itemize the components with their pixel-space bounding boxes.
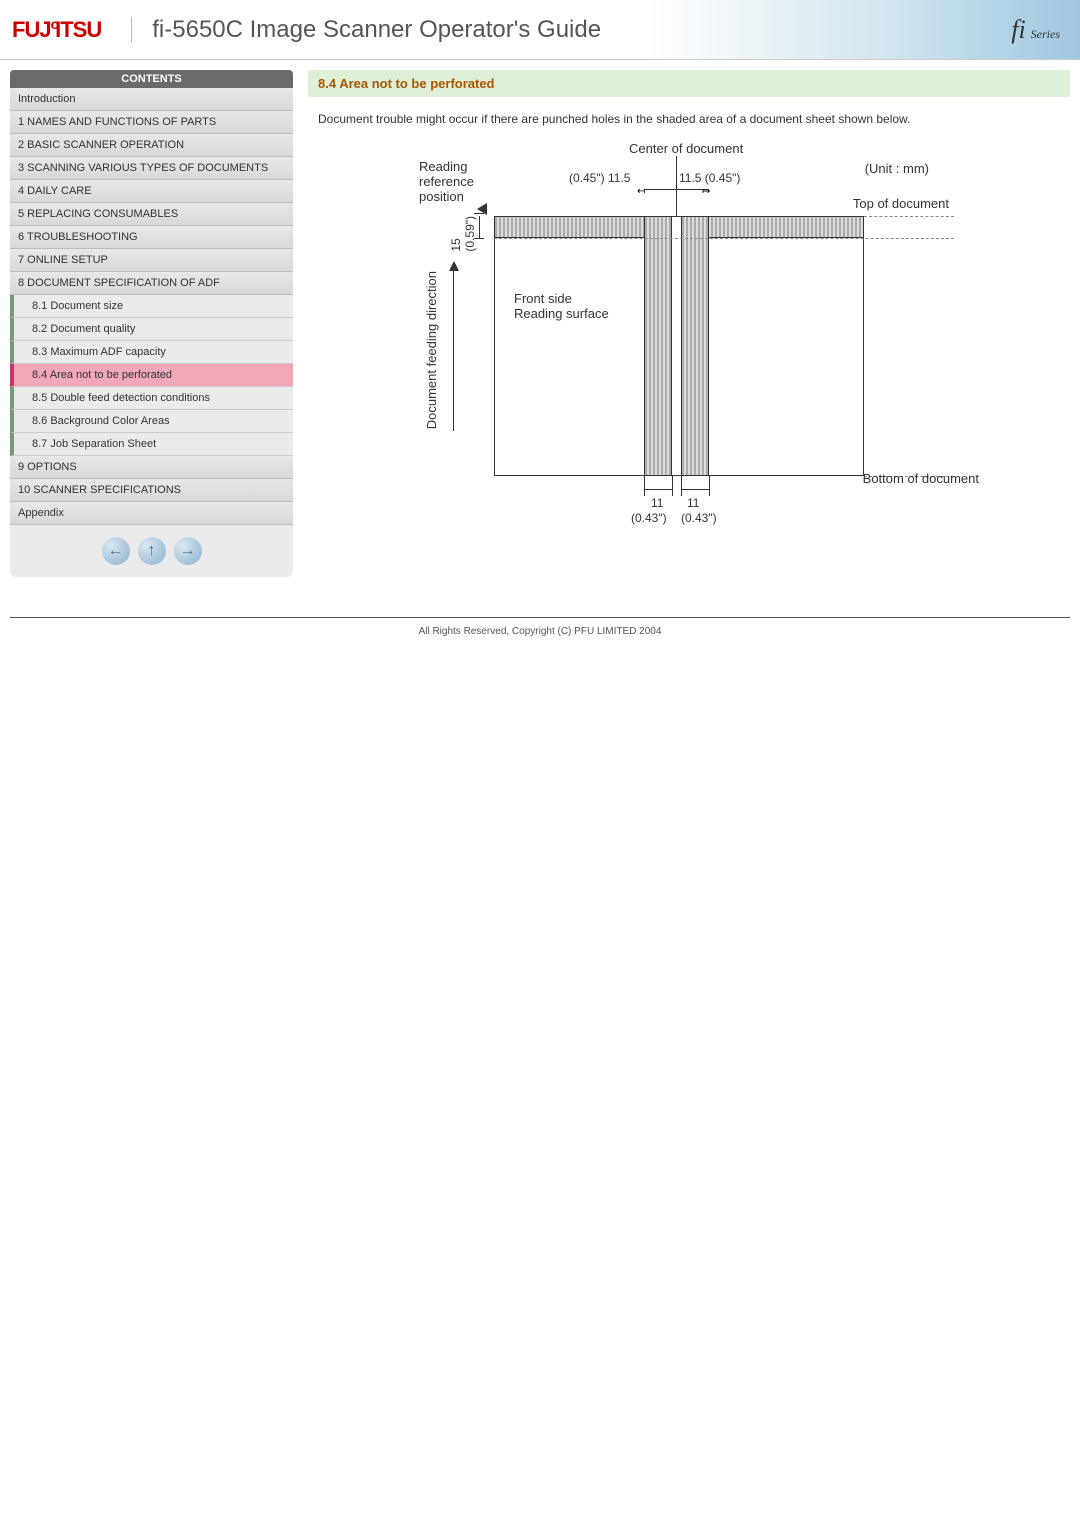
bot-bar-l <box>644 489 672 490</box>
section-description: Document trouble might occur if there ar… <box>318 112 1060 126</box>
nav-document-spec[interactable]: 8 DOCUMENT SPECIFICATION OF ADF <box>10 272 293 295</box>
content-container: CONTENTS Introduction 1 NAMES AND FUNCTI… <box>0 60 1080 587</box>
bottom-inch-r: (0.43") <box>681 511 717 525</box>
left-dim: 15(0.59") <box>449 216 477 252</box>
nav-options[interactable]: 9 OPTIONS <box>10 456 293 479</box>
prev-button[interactable]: ← <box>102 537 130 565</box>
up-button[interactable]: ↑ <box>138 537 166 565</box>
bot-tick-1 <box>644 476 645 496</box>
unit-label: (Unit : mm) <box>865 161 929 176</box>
nav-bg-color[interactable]: 8.6 Background Color Areas <box>10 410 293 433</box>
contents-header: CONTENTS <box>10 70 293 88</box>
page-header: FUJoITSU fi-5650C Image Scanner Operator… <box>0 0 1080 60</box>
reading-ref-label: Readingreferenceposition <box>419 159 474 204</box>
nav-button-row: ← ↑ → <box>10 525 293 577</box>
nav-scanning-types[interactable]: 3 SCANNING VARIOUS TYPES OF DOCUMENTS <box>10 157 293 180</box>
top-dash-line <box>864 216 954 217</box>
sidebar: CONTENTS Introduction 1 NAMES AND FUNCTI… <box>10 70 293 577</box>
feed-direction-label: Document feeding direction <box>424 271 439 429</box>
top-dim-bar <box>644 189 709 190</box>
center-line <box>676 156 677 216</box>
nav-daily-care[interactable]: 4 DAILY CARE <box>10 180 293 203</box>
footer-copyright: All Rights Reserved, Copyright (C) PFU L… <box>10 617 1070 637</box>
nav-basic-operation[interactable]: 2 BASIC SCANNER OPERATION <box>10 134 293 157</box>
nav-online-setup[interactable]: 7 ONLINE SETUP <box>10 249 293 272</box>
left-dim-bar <box>479 216 480 238</box>
top-dim-arrow-l: ↤ <box>637 186 645 197</box>
bottom-inch-l: (0.43") <box>631 511 667 525</box>
nav-job-separation[interactable]: 8.7 Job Separation Sheet <box>10 433 293 456</box>
nav-appendix[interactable]: Appendix <box>10 502 293 525</box>
perforation-diagram: Center of document Readingreferenceposit… <box>419 141 959 541</box>
top-dim-left: (0.45") 11.5 <box>569 171 630 185</box>
bot-bar-r <box>681 489 709 490</box>
nav-troubleshooting[interactable]: 6 TROUBLESHOOTING <box>10 226 293 249</box>
nav-doc-quality[interactable]: 8.2 Document quality <box>10 318 293 341</box>
next-button[interactable]: → <box>174 537 202 565</box>
center-shaded-left <box>644 216 672 476</box>
top-doc-label: Top of document <box>853 196 949 211</box>
feed-arrow-line <box>453 271 454 431</box>
bottom-dim-l: 11 <box>651 496 663 510</box>
top-dim-right: 11.5 (0.45") <box>679 171 740 185</box>
section-title: 8.4 Area not to be perforated <box>308 70 1070 97</box>
bottom-doc-label: Bottom of document <box>863 471 979 486</box>
page-title: fi-5650C Image Scanner Operator's Guide <box>152 16 601 44</box>
nav-replacing-consumables[interactable]: 5 REPLACING CONSUMABLES <box>10 203 293 226</box>
top-dim-arrow-r: ↦ <box>702 186 710 197</box>
fujitsu-logo: FUJoITSU <box>12 17 132 43</box>
left-dim-tick-bot <box>474 238 484 239</box>
bottom-dim-r: 11 <box>687 496 699 510</box>
nav-area-not-perforated[interactable]: 8.4 Area not to be perforated <box>10 364 293 387</box>
left-dim-tick-top <box>474 213 484 214</box>
nav-scanner-specs[interactable]: 10 SCANNER SPECIFICATIONS <box>10 479 293 502</box>
main-content: 8.4 Area not to be perforated Document t… <box>308 70 1070 577</box>
fi-series-badge: fi Series <box>1011 15 1060 45</box>
nav-names-functions[interactable]: 1 NAMES AND FUNCTIONS OF PARTS <box>10 111 293 134</box>
nav-doc-size[interactable]: 8.1 Document size <box>10 295 293 318</box>
feed-arrow-icon <box>449 261 459 271</box>
bot-tick-2 <box>672 476 673 496</box>
nav-introduction[interactable]: Introduction <box>10 88 293 111</box>
nav-double-feed[interactable]: 8.5 Double feed detection conditions <box>10 387 293 410</box>
top-shade-dash-line <box>494 238 954 239</box>
nav-max-adf[interactable]: 8.3 Maximum ADF capacity <box>10 341 293 364</box>
center-label: Center of document <box>629 141 743 156</box>
bot-tick-4 <box>709 476 710 496</box>
bot-tick-3 <box>681 476 682 496</box>
front-side-label: Front sideReading surface <box>514 291 609 321</box>
center-gap <box>672 216 681 476</box>
center-shaded-right <box>681 216 709 476</box>
